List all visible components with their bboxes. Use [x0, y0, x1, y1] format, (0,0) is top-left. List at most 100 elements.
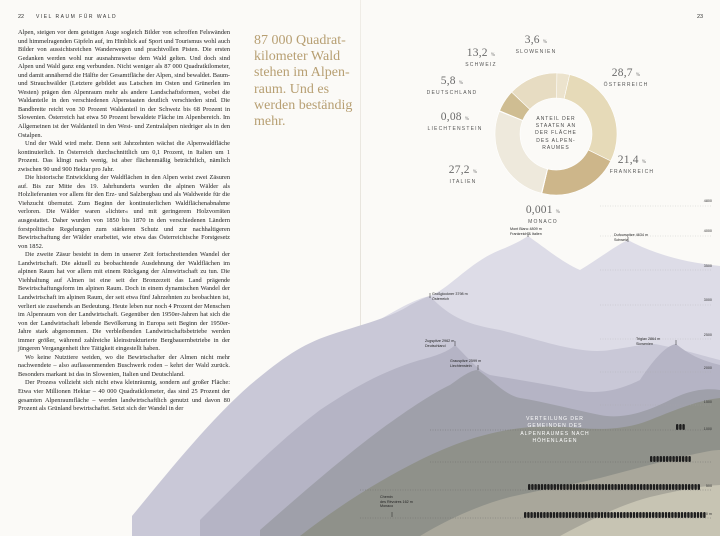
left-running-header: VIEL RAUM FÜR WALD	[36, 14, 118, 20]
histogram-bar	[676, 424, 679, 430]
histogram-bar	[697, 484, 700, 490]
histogram-bar	[600, 512, 604, 518]
histogram-bar	[588, 512, 591, 518]
center-line: STAATEN AN	[535, 123, 577, 130]
histogram-bar	[629, 512, 632, 518]
histogram-bar	[658, 512, 661, 518]
histogram-bar	[592, 484, 595, 490]
histogram-bar	[594, 512, 597, 518]
histogram-bar	[639, 512, 642, 518]
histogram-bar	[611, 484, 614, 490]
histogram-bar	[700, 512, 703, 518]
peak-markers	[391, 232, 677, 517]
histogram-bar	[656, 456, 659, 462]
histogram-bar	[569, 484, 572, 490]
legend-line: HÖHENLAGEN	[532, 438, 578, 445]
histogram-bar	[572, 512, 575, 518]
elevation-histogram	[360, 205, 712, 519]
histogram-bar	[540, 484, 544, 490]
histogram-bar	[656, 484, 659, 490]
histogram-bar	[678, 484, 681, 490]
histogram-bar	[648, 512, 652, 518]
slice-unit: %	[542, 40, 548, 45]
histogram-bar	[543, 512, 546, 518]
histogram-bar	[531, 484, 534, 490]
slice-unit: %	[490, 53, 496, 58]
peak-label-grauspitze: Grauspitze 2599 m Liechtenstein	[450, 359, 481, 368]
histogram-bar	[537, 484, 540, 490]
histogram-bar	[533, 512, 536, 518]
histogram-bar	[585, 484, 588, 490]
histogram-bar	[687, 512, 690, 518]
histogram-bar	[620, 512, 623, 518]
peak-text: Chemin des Révoires 162 m Monaco	[380, 495, 413, 508]
elevation-tick: 1500	[703, 400, 712, 404]
histogram-bar	[632, 512, 636, 518]
histogram-bar	[610, 512, 613, 518]
histogram-bar	[655, 512, 658, 518]
histogram-bar	[614, 484, 617, 490]
histogram-bar	[669, 456, 672, 462]
paragraph: Alpen, steigen vor dem geistigen Auge so…	[18, 29, 230, 139]
histogram-bar	[636, 512, 639, 518]
peak-text: Grauspitze 2599 m Liechtenstein	[450, 359, 482, 368]
elevation-tick: 0 m	[705, 512, 712, 516]
histogram-bar	[646, 484, 649, 490]
slice-name: LIECHTENSTEIN	[427, 126, 483, 132]
histogram-bar	[556, 484, 560, 490]
slice-value: 13,2	[466, 47, 488, 59]
histogram-bar	[524, 512, 527, 518]
histogram-bar	[691, 484, 694, 490]
histogram-bar	[690, 512, 693, 518]
histogram-bar	[528, 484, 531, 490]
histogram-bar	[540, 512, 543, 518]
histogram-bar	[662, 484, 665, 490]
histogram-bar	[666, 456, 669, 462]
histogram-bar	[681, 484, 684, 490]
histogram-bar	[649, 484, 652, 490]
histogram-bar	[671, 512, 674, 518]
histogram-bar	[588, 484, 592, 490]
histogram-bar	[640, 484, 643, 490]
histogram-bar	[604, 484, 608, 490]
histogram-bar	[582, 484, 585, 490]
center-line: DES ALPEN-	[536, 137, 576, 144]
elevation-tick: 500	[705, 484, 712, 488]
histogram-bar	[688, 456, 691, 462]
elevation-tick: 1000	[703, 427, 712, 431]
legend-line: ALPENRAUMES NACH	[520, 430, 590, 437]
peak-text: Mont Blanc 4809 m Frankreich & Italien	[510, 227, 542, 236]
slice-unit: %	[635, 73, 641, 78]
histogram-bar	[696, 512, 700, 518]
paragraph: Die historische Entwicklung der Waldfläc…	[18, 174, 230, 250]
histogram-bar	[566, 484, 569, 490]
slice-value: 28,7	[611, 67, 633, 79]
slice-unit: %	[464, 117, 470, 122]
paragraph: Und der Wald wird mehr. Denn seit Jahrze…	[18, 140, 230, 173]
histogram-bar	[674, 512, 677, 518]
histogram-bar	[661, 512, 664, 518]
slice-value: 3,6	[524, 34, 540, 46]
histogram-bar	[578, 512, 581, 518]
histogram-bar	[563, 484, 566, 490]
histogram-bar	[544, 484, 547, 490]
histogram-bar	[643, 484, 646, 490]
histogram-bar	[559, 512, 562, 518]
histogram-bar	[565, 512, 568, 518]
histogram-bar	[627, 484, 630, 490]
peak-text: Dufourspitze 4634 m Schweiz	[614, 233, 649, 242]
slice-label-slowenien: 3,6 % SLOWENIEN	[508, 30, 564, 55]
elevation-tick: 4800	[703, 199, 712, 203]
histogram-bar	[624, 484, 627, 490]
histogram-bar	[626, 512, 629, 518]
slice-unit: %	[458, 81, 464, 86]
slice-value: 5,8	[440, 75, 456, 87]
histogram-bar	[581, 512, 584, 518]
histogram-bar	[664, 512, 668, 518]
donut-center-label: ANTEIL DER STAATEN AN DER FLÄCHE DES ALP…	[494, 72, 618, 196]
histogram-bar	[550, 484, 553, 490]
histogram-bar	[616, 512, 620, 518]
histogram-bar	[534, 484, 537, 490]
peak-text: Zugspitze 2962 m Deutschland	[425, 339, 455, 348]
histogram-bar	[562, 512, 565, 518]
